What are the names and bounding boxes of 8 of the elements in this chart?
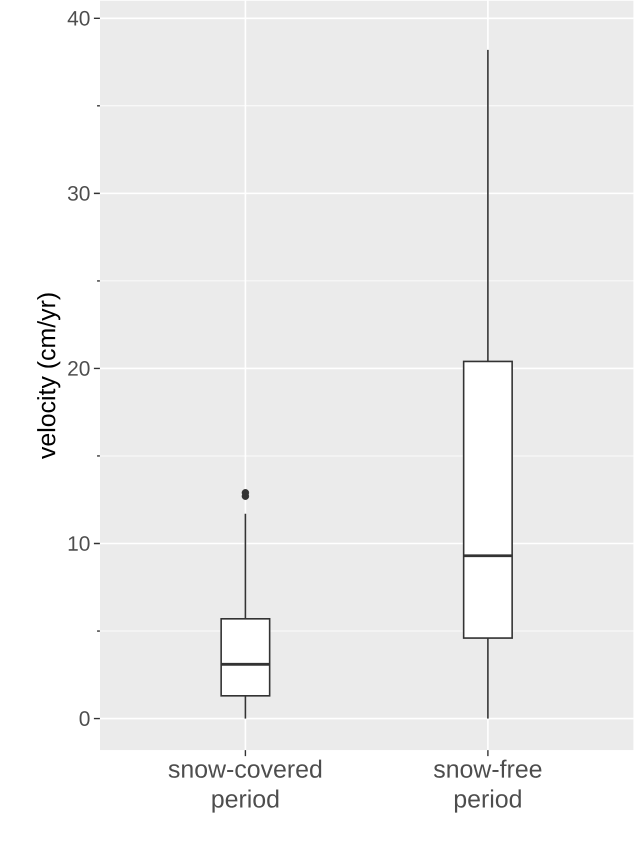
y-tick-label: 30	[68, 186, 90, 201]
y-tick-label: 10	[68, 536, 90, 551]
y-tick-label: 20	[68, 361, 90, 376]
y-axis-title: velocity (cm/yr)	[37, 293, 60, 459]
y-tick-label: 0	[79, 711, 90, 726]
x-tick-label: snow-free period	[434, 760, 542, 813]
x-tick-label: snow-covered period	[168, 760, 322, 813]
y-tick-label: 40	[68, 10, 90, 26]
